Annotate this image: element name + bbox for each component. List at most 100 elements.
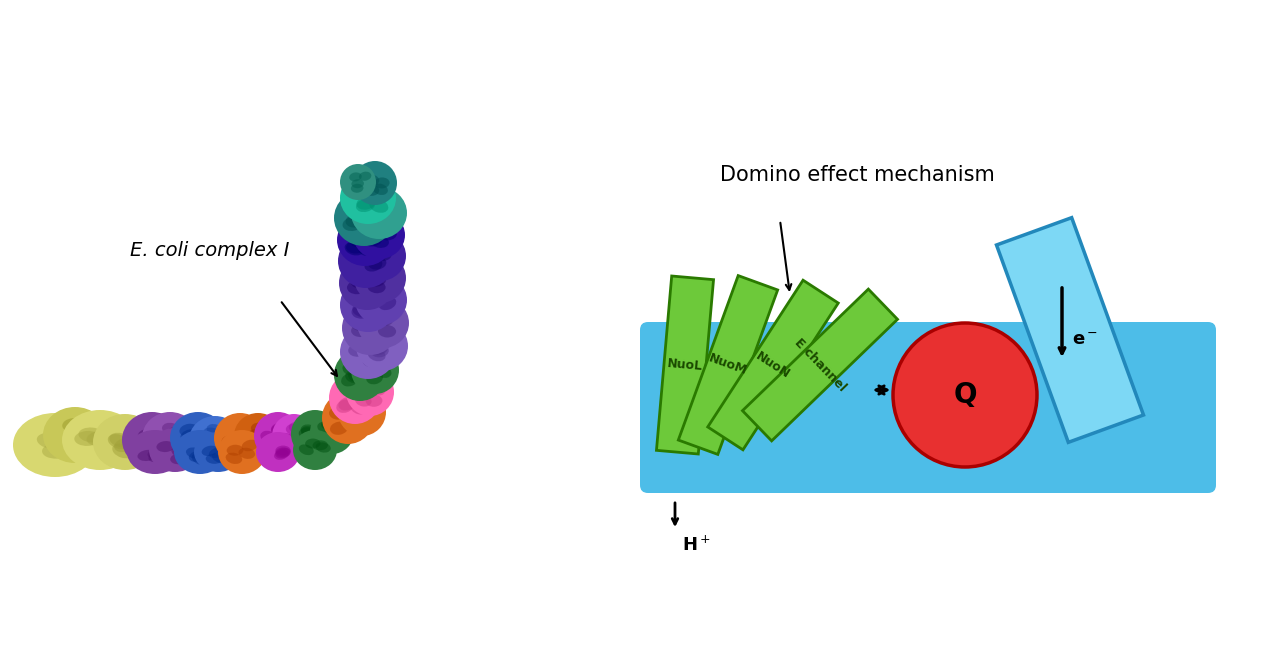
Ellipse shape bbox=[64, 429, 87, 443]
Ellipse shape bbox=[375, 313, 393, 326]
Ellipse shape bbox=[312, 440, 328, 450]
Ellipse shape bbox=[298, 427, 316, 439]
Ellipse shape bbox=[323, 392, 374, 444]
Ellipse shape bbox=[316, 442, 330, 453]
Ellipse shape bbox=[369, 274, 387, 287]
Ellipse shape bbox=[370, 342, 388, 355]
Ellipse shape bbox=[351, 323, 371, 337]
Polygon shape bbox=[657, 276, 713, 454]
Ellipse shape bbox=[138, 429, 159, 443]
Ellipse shape bbox=[13, 413, 97, 477]
Ellipse shape bbox=[271, 424, 288, 436]
Ellipse shape bbox=[351, 346, 399, 394]
Ellipse shape bbox=[366, 201, 387, 215]
Ellipse shape bbox=[218, 430, 266, 474]
Ellipse shape bbox=[334, 190, 394, 246]
Text: E channel: E channel bbox=[792, 336, 849, 394]
Ellipse shape bbox=[362, 362, 380, 374]
Ellipse shape bbox=[200, 442, 218, 452]
Ellipse shape bbox=[204, 427, 221, 440]
Ellipse shape bbox=[357, 298, 410, 348]
Ellipse shape bbox=[355, 249, 374, 263]
Ellipse shape bbox=[179, 424, 198, 437]
Ellipse shape bbox=[340, 172, 396, 224]
Ellipse shape bbox=[337, 214, 393, 266]
Ellipse shape bbox=[87, 431, 113, 446]
Ellipse shape bbox=[137, 450, 157, 461]
Ellipse shape bbox=[355, 253, 406, 303]
Ellipse shape bbox=[334, 349, 387, 401]
Ellipse shape bbox=[184, 431, 205, 445]
Ellipse shape bbox=[358, 243, 379, 256]
Ellipse shape bbox=[285, 424, 301, 435]
Ellipse shape bbox=[360, 210, 380, 222]
Ellipse shape bbox=[214, 413, 266, 463]
Ellipse shape bbox=[339, 256, 396, 310]
Ellipse shape bbox=[174, 430, 227, 474]
Circle shape bbox=[893, 323, 1037, 467]
Ellipse shape bbox=[302, 435, 319, 448]
Polygon shape bbox=[997, 218, 1143, 442]
Ellipse shape bbox=[330, 421, 348, 435]
Ellipse shape bbox=[353, 211, 404, 259]
Ellipse shape bbox=[298, 444, 314, 455]
Ellipse shape bbox=[291, 410, 339, 458]
Ellipse shape bbox=[332, 419, 347, 429]
Ellipse shape bbox=[192, 439, 211, 452]
Ellipse shape bbox=[369, 257, 387, 269]
Ellipse shape bbox=[348, 370, 366, 382]
Ellipse shape bbox=[375, 366, 392, 378]
Ellipse shape bbox=[349, 173, 362, 181]
Ellipse shape bbox=[361, 208, 380, 222]
Ellipse shape bbox=[351, 407, 367, 419]
Ellipse shape bbox=[365, 234, 383, 247]
Ellipse shape bbox=[227, 445, 243, 456]
Ellipse shape bbox=[364, 290, 381, 304]
Ellipse shape bbox=[202, 435, 220, 447]
Ellipse shape bbox=[279, 433, 294, 444]
Ellipse shape bbox=[346, 214, 366, 228]
Ellipse shape bbox=[356, 196, 376, 210]
Ellipse shape bbox=[230, 437, 248, 450]
Ellipse shape bbox=[374, 197, 393, 210]
Ellipse shape bbox=[293, 430, 337, 470]
Ellipse shape bbox=[175, 450, 193, 462]
Ellipse shape bbox=[343, 216, 364, 231]
Ellipse shape bbox=[369, 383, 385, 396]
Ellipse shape bbox=[224, 437, 242, 450]
Ellipse shape bbox=[367, 281, 385, 293]
Ellipse shape bbox=[338, 397, 356, 411]
Ellipse shape bbox=[369, 379, 385, 391]
Ellipse shape bbox=[352, 317, 371, 331]
Ellipse shape bbox=[256, 427, 273, 439]
Ellipse shape bbox=[351, 401, 367, 413]
Ellipse shape bbox=[164, 433, 183, 446]
Ellipse shape bbox=[356, 198, 375, 212]
Ellipse shape bbox=[337, 399, 355, 413]
FancyBboxPatch shape bbox=[640, 322, 1216, 493]
Ellipse shape bbox=[348, 343, 367, 357]
Ellipse shape bbox=[366, 372, 383, 384]
Ellipse shape bbox=[148, 428, 201, 472]
Ellipse shape bbox=[122, 412, 182, 468]
Ellipse shape bbox=[74, 431, 101, 446]
Ellipse shape bbox=[367, 272, 387, 286]
Ellipse shape bbox=[356, 321, 408, 371]
Ellipse shape bbox=[344, 242, 364, 255]
Text: e$^-$: e$^-$ bbox=[1073, 331, 1098, 349]
Ellipse shape bbox=[242, 439, 259, 452]
Ellipse shape bbox=[343, 409, 361, 423]
Ellipse shape bbox=[369, 312, 387, 325]
Ellipse shape bbox=[172, 446, 189, 457]
Ellipse shape bbox=[346, 241, 366, 253]
Ellipse shape bbox=[211, 452, 228, 463]
Ellipse shape bbox=[142, 412, 198, 464]
Ellipse shape bbox=[338, 388, 387, 436]
Ellipse shape bbox=[374, 249, 392, 261]
Ellipse shape bbox=[367, 364, 384, 376]
Ellipse shape bbox=[192, 453, 209, 465]
Ellipse shape bbox=[329, 407, 347, 419]
Ellipse shape bbox=[346, 370, 364, 383]
Ellipse shape bbox=[305, 439, 320, 448]
Ellipse shape bbox=[371, 319, 390, 333]
